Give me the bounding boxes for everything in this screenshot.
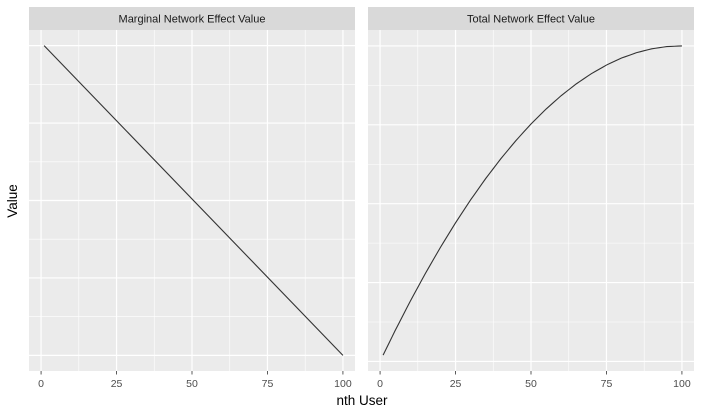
panel-2: Total Network Effect Value 0 25 50 75 100: [368, 7, 694, 390]
panel-title: Marginal Network Effect Value: [119, 14, 266, 26]
x-tick-label: 75: [601, 378, 613, 390]
panel-1: Marginal Network Effect Value 0 25 50 75 100: [29, 7, 355, 390]
x-tick-label: 100: [673, 378, 691, 390]
x-tick-label: 50: [525, 378, 537, 390]
panel-title: Total Network Effect Value: [467, 14, 595, 26]
x-axis-title: nth User: [336, 393, 388, 408]
series-line-1: [382, 45, 682, 356]
x-tick-label: 75: [262, 378, 274, 390]
x-tick-label: 50: [186, 378, 198, 390]
x-tick-label: 0: [38, 378, 44, 390]
x-tick-label: 100: [334, 378, 352, 390]
panel-strip: [29, 7, 355, 30]
x-tick-label: 25: [111, 378, 123, 390]
y-axis-title: Value: [5, 184, 20, 218]
panel-strip: [368, 7, 694, 30]
x-tick-label: 0: [377, 378, 383, 390]
series-line-1: [43, 45, 344, 356]
x-tick-label: 25: [450, 378, 462, 390]
